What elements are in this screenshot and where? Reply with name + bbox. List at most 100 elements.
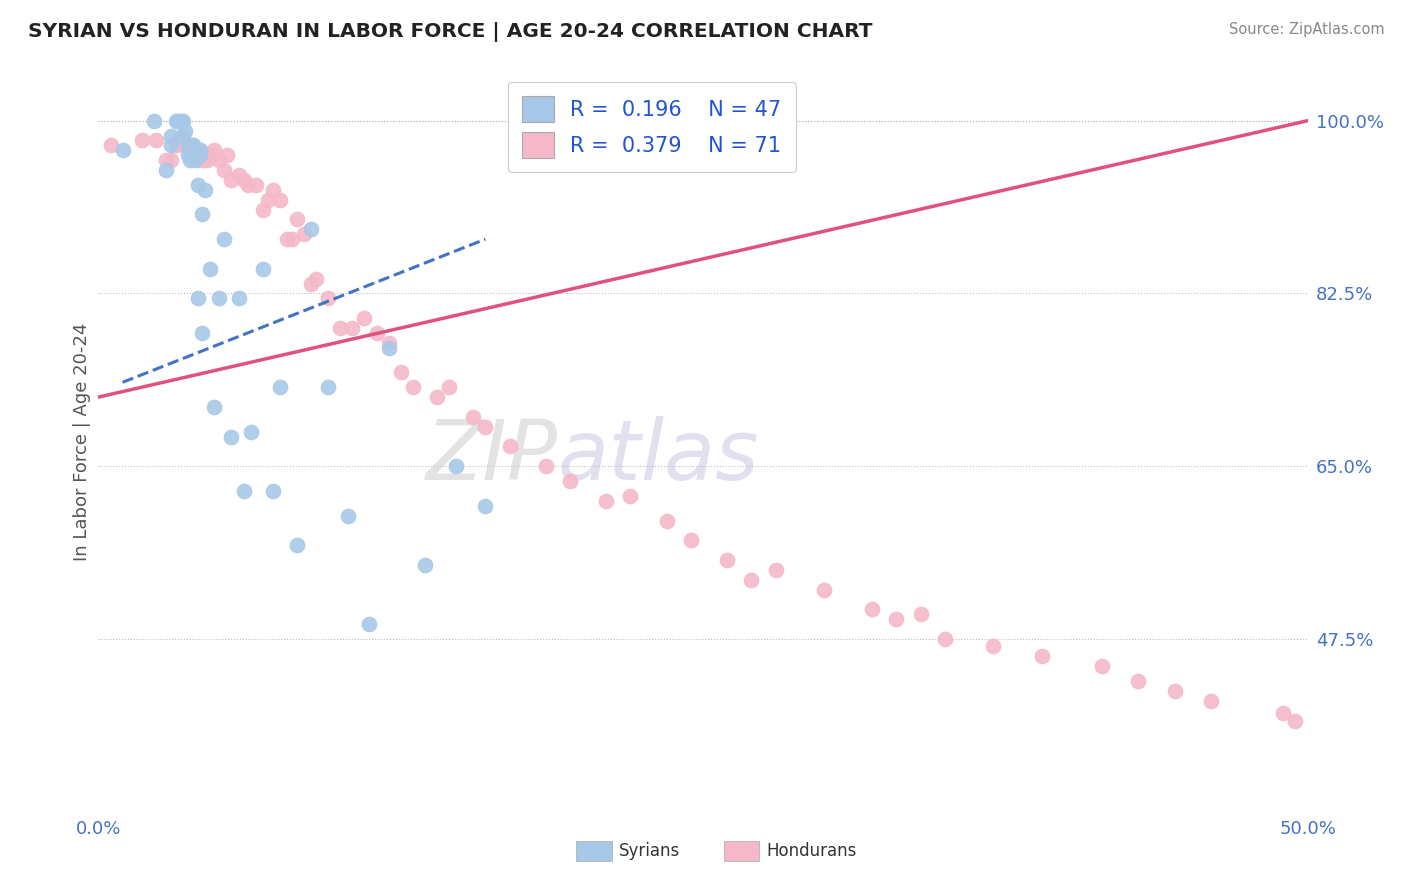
Point xyxy=(239,425,262,439)
Point xyxy=(184,144,207,158)
Point xyxy=(198,261,221,276)
Point xyxy=(595,493,617,508)
Point xyxy=(389,366,412,380)
Point xyxy=(262,483,284,498)
Point xyxy=(305,271,328,285)
Point xyxy=(191,153,214,168)
Point xyxy=(188,144,211,158)
Point xyxy=(1128,674,1150,689)
Point xyxy=(191,207,214,221)
Point xyxy=(886,612,908,626)
Text: Hondurans: Hondurans xyxy=(766,842,856,860)
Point xyxy=(184,148,207,162)
Point xyxy=(463,409,485,424)
Point xyxy=(377,335,399,350)
Point xyxy=(377,341,399,355)
Point xyxy=(143,113,166,128)
Point xyxy=(238,178,260,192)
Point xyxy=(145,133,167,147)
Point xyxy=(212,163,235,178)
Point xyxy=(195,153,218,168)
Point xyxy=(221,173,243,187)
Point xyxy=(402,380,425,394)
Point xyxy=(165,113,187,128)
Point xyxy=(172,113,194,128)
Point xyxy=(215,148,238,162)
Point xyxy=(981,639,1004,653)
Point xyxy=(204,400,226,414)
Point xyxy=(179,138,201,153)
Point xyxy=(299,277,322,291)
Point xyxy=(269,193,291,207)
Point xyxy=(413,558,436,572)
Point xyxy=(329,321,352,335)
Point xyxy=(342,321,364,335)
Point xyxy=(474,419,496,434)
Point xyxy=(131,133,153,147)
Point xyxy=(188,148,211,162)
Point xyxy=(252,202,274,217)
Point xyxy=(232,483,254,498)
Legend: R =  0.196    N = 47, R =  0.379    N = 71: R = 0.196 N = 47, R = 0.379 N = 71 xyxy=(508,82,796,172)
Point xyxy=(1284,714,1306,728)
Point xyxy=(437,380,460,394)
Point xyxy=(177,138,200,153)
Point xyxy=(165,138,187,153)
Point xyxy=(191,326,214,340)
Point xyxy=(100,138,122,153)
Point xyxy=(181,138,204,153)
Point xyxy=(172,138,194,153)
Point xyxy=(188,144,211,158)
Point xyxy=(187,153,209,168)
Point xyxy=(860,602,883,616)
Point xyxy=(187,292,209,306)
Point xyxy=(1272,706,1295,720)
Point xyxy=(765,563,787,577)
Point xyxy=(299,222,322,236)
Text: SYRIAN VS HONDURAN IN LABOR FORCE | AGE 20-24 CORRELATION CHART: SYRIAN VS HONDURAN IN LABOR FORCE | AGE … xyxy=(28,22,873,42)
Point xyxy=(232,173,254,187)
Point xyxy=(194,183,217,197)
Point xyxy=(1163,684,1185,698)
Point xyxy=(292,227,315,242)
Point xyxy=(262,183,284,197)
Point xyxy=(160,153,183,168)
Point xyxy=(187,178,209,192)
Point xyxy=(177,148,200,162)
Y-axis label: In Labor Force | Age 20-24: In Labor Force | Age 20-24 xyxy=(73,322,91,561)
Point xyxy=(155,163,177,178)
Point xyxy=(813,582,835,597)
Point xyxy=(1199,694,1222,708)
Point xyxy=(281,232,304,246)
Point xyxy=(534,459,557,474)
Point xyxy=(167,133,190,147)
Point xyxy=(655,514,678,528)
Point xyxy=(155,153,177,168)
Point xyxy=(359,617,381,632)
Point xyxy=(276,232,298,246)
Point xyxy=(336,508,359,523)
Point xyxy=(1031,648,1053,663)
Point xyxy=(316,292,339,306)
Point xyxy=(204,144,226,158)
Point xyxy=(1091,658,1114,673)
Point xyxy=(316,380,339,394)
Point xyxy=(221,429,243,443)
Point xyxy=(174,123,197,137)
Point xyxy=(285,212,308,227)
Point xyxy=(208,292,231,306)
Point xyxy=(172,128,194,143)
Point xyxy=(160,128,183,143)
Point xyxy=(212,232,235,246)
Point xyxy=(256,193,278,207)
Text: atlas: atlas xyxy=(558,416,759,497)
Point xyxy=(740,573,762,587)
Point xyxy=(353,311,375,326)
Point xyxy=(245,178,267,192)
Text: Source: ZipAtlas.com: Source: ZipAtlas.com xyxy=(1229,22,1385,37)
Point xyxy=(179,144,201,158)
Point xyxy=(169,113,191,128)
Point xyxy=(184,153,207,168)
Point xyxy=(934,632,956,646)
Point xyxy=(679,533,702,548)
